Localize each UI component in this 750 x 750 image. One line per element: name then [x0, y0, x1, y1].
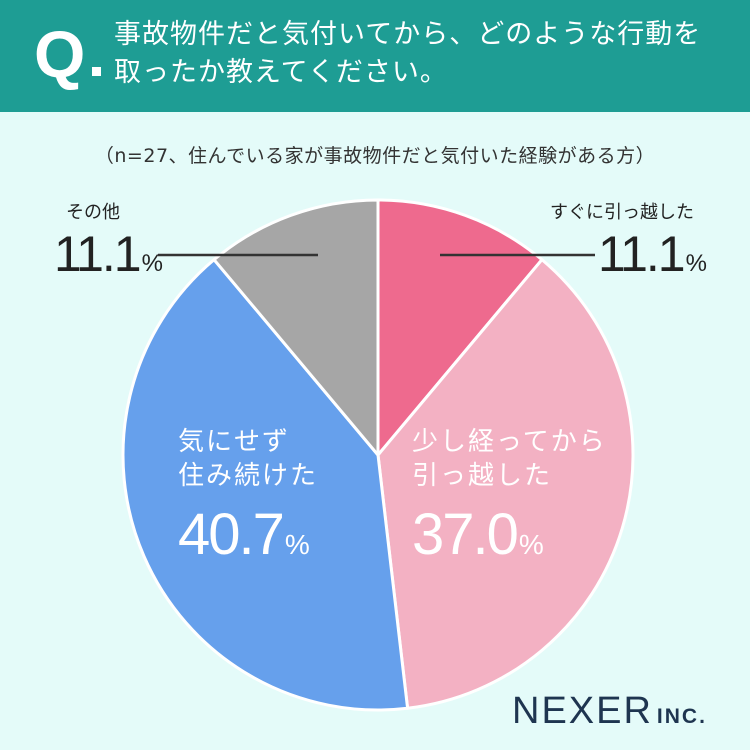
slice-label-kept-living-line2: 住み続けた — [178, 461, 319, 491]
q-mark-dot — [92, 67, 101, 76]
pie-slices — [121, 198, 635, 712]
slice-value-kept-living-number: 40.7 — [178, 502, 285, 567]
slice-value-moved-immediately: 11.1% — [598, 226, 707, 292]
slice-value-moved-immediately-unit: % — [685, 250, 707, 277]
logo-main: NEXER — [512, 690, 653, 732]
slice-value-moved-later-unit: % — [518, 529, 544, 560]
q-mark: Q — [34, 17, 86, 91]
nexer-logo: NEXER INC. — [512, 690, 707, 733]
pie-slice-moved-immediately — [376, 198, 544, 457]
slice-value-kept-living-unit: % — [284, 529, 310, 560]
slice-value-other: 11.1% — [54, 226, 163, 292]
slice-value-moved-later-number: 37.0 — [412, 502, 519, 567]
slice-label-moved-immediately: すぐに引っ越した — [550, 202, 694, 223]
slice-value-kept-living: 40.7% — [178, 503, 318, 577]
question-line-2: 取ったか教えてください。 — [114, 57, 448, 88]
pie-slice-other — [212, 198, 380, 457]
slice-value-moved-immediately-number: 11.1 — [598, 226, 686, 282]
question-line-1: 事故物件だと気付いてから、どのような行動を — [114, 19, 702, 50]
slice-label-moved-later-line1: 少し経ってから — [412, 427, 607, 457]
slice-label-kept-living-line1: 気にせず — [178, 427, 291, 457]
logo-suffix: INC. — [656, 705, 707, 728]
slice-label-other: その他 — [66, 202, 120, 223]
sample-note: （n=27、住んでいる家が事故物件だと気付いた経験がある方） — [94, 145, 656, 167]
slice-value-other-number: 11.1 — [54, 226, 142, 282]
pie-slice-kept-living — [121, 258, 410, 712]
pie-slice-moved-later — [376, 258, 635, 710]
slice-label-moved-later: 少し経ってから 引っ越した 37.0% — [412, 425, 607, 577]
question-header: Q 事故物件だと気付いてから、どのような行動を 取ったか教えてください。 — [0, 0, 750, 112]
slice-label-kept-living: 気にせず 住み続けた 40.7% — [178, 425, 318, 577]
slice-label-moved-later-line2: 引っ越した — [412, 461, 553, 491]
slice-value-other-unit: % — [141, 250, 163, 277]
question-text: 事故物件だと気付いてから、どのような行動を 取ったか教えてください。 — [114, 16, 734, 92]
slice-value-moved-later: 37.0% — [412, 503, 607, 577]
